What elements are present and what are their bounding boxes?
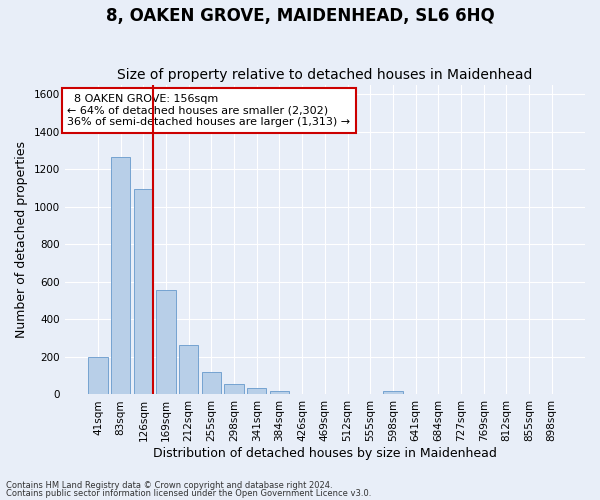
- Title: Size of property relative to detached houses in Maidenhead: Size of property relative to detached ho…: [117, 68, 533, 82]
- X-axis label: Distribution of detached houses by size in Maidenhead: Distribution of detached houses by size …: [153, 447, 497, 460]
- Bar: [179, 344, 199, 395]
- Bar: [224, 384, 244, 394]
- Bar: [383, 392, 403, 394]
- Y-axis label: Number of detached properties: Number of detached properties: [15, 141, 28, 338]
- Bar: [270, 390, 289, 394]
- Text: 8 OAKEN GROVE: 156sqm
← 64% of detached houses are smaller (2,302)
36% of semi-d: 8 OAKEN GROVE: 156sqm ← 64% of detached …: [67, 94, 350, 127]
- Text: 8, OAKEN GROVE, MAIDENHEAD, SL6 6HQ: 8, OAKEN GROVE, MAIDENHEAD, SL6 6HQ: [106, 8, 494, 26]
- Text: Contains HM Land Registry data © Crown copyright and database right 2024.: Contains HM Land Registry data © Crown c…: [6, 480, 332, 490]
- Bar: [88, 357, 107, 395]
- Text: Contains public sector information licensed under the Open Government Licence v3: Contains public sector information licen…: [6, 489, 371, 498]
- Bar: [157, 290, 176, 395]
- Bar: [247, 388, 266, 394]
- Bar: [134, 189, 153, 394]
- Bar: [111, 157, 130, 394]
- Bar: [202, 372, 221, 394]
